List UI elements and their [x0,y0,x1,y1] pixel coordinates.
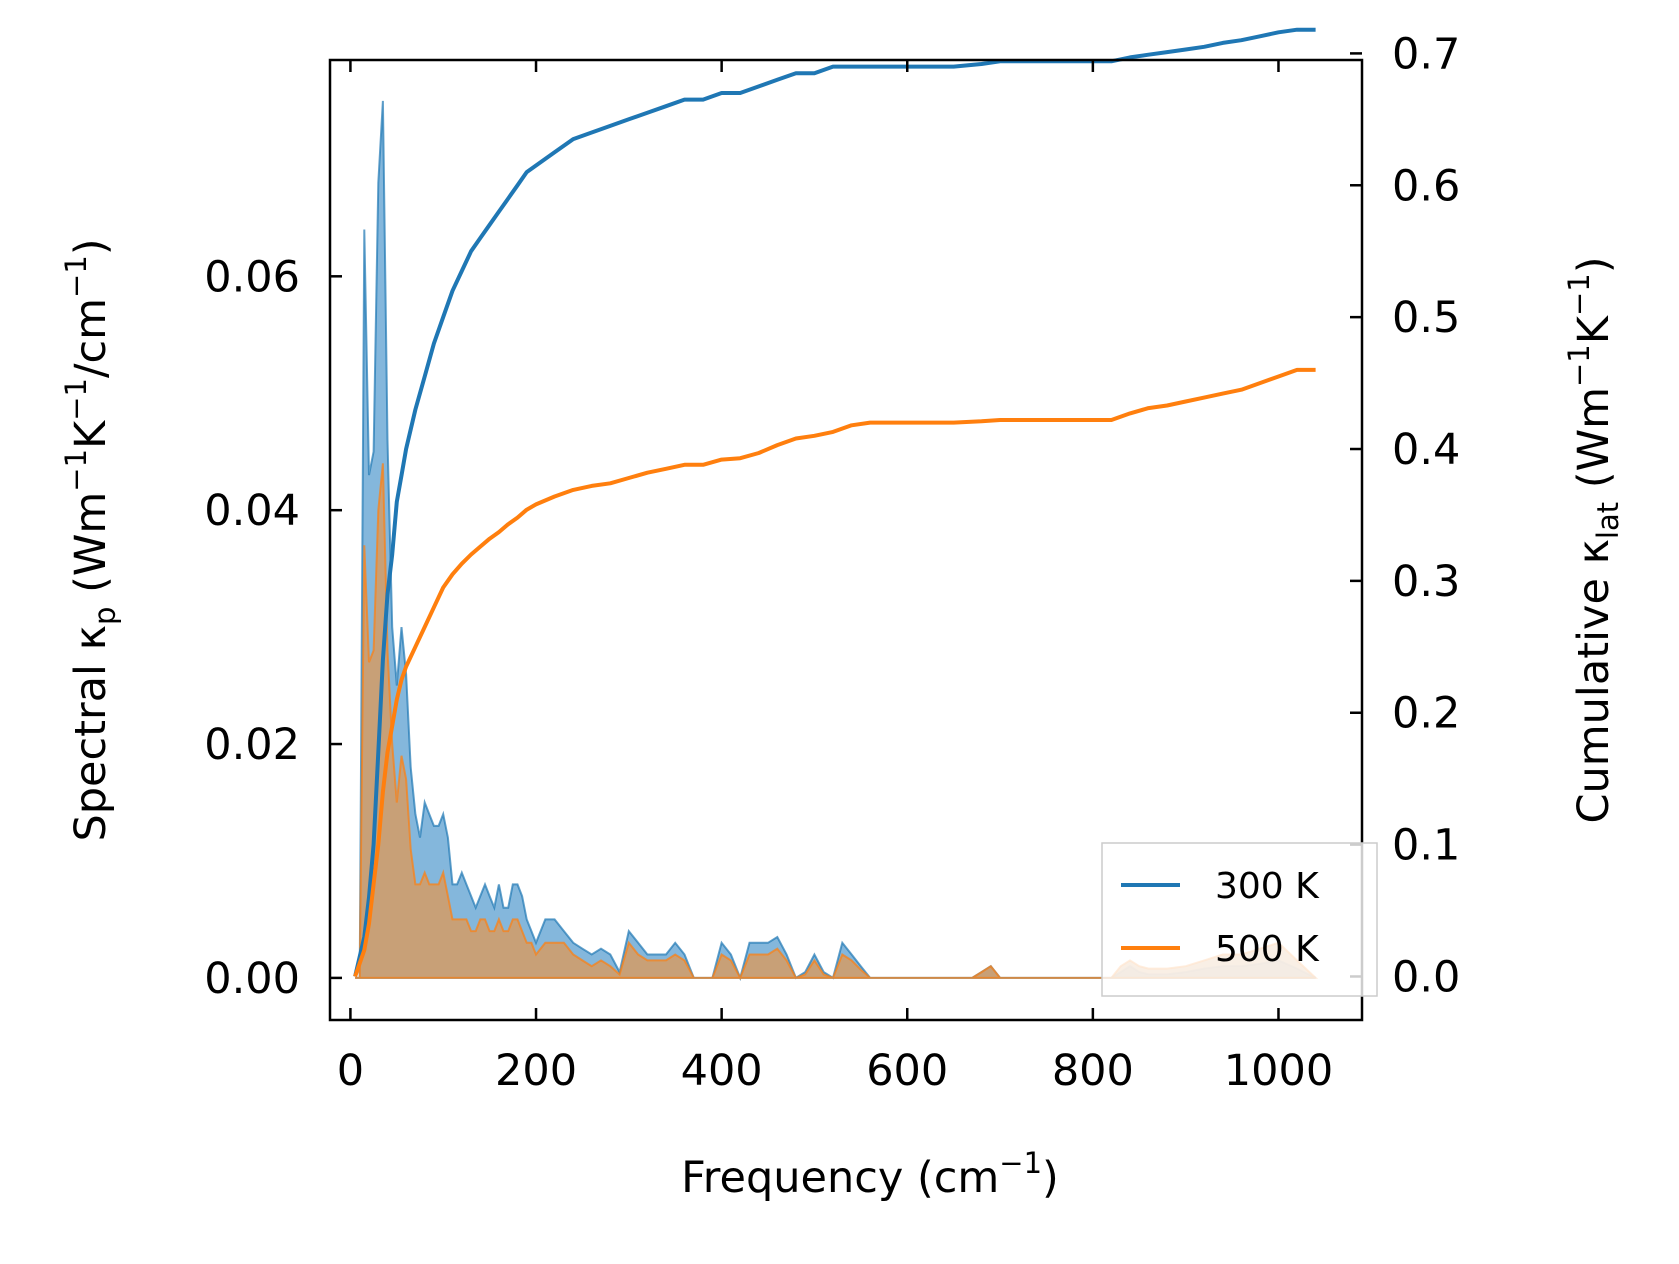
y-right-label-p3: K [1569,314,1619,344]
y-left-label-p1: Spectral κ [66,625,116,842]
y-right-tick-label: 0.3 [1392,557,1460,607]
y-right-tick-label: 0.5 [1392,293,1460,343]
y-right-tick-label: 0.4 [1392,425,1460,475]
y-right-tick-label: 0.6 [1392,161,1460,211]
axis-ticks: 0 200 400 600 800 1000 0.00 0.02 0.04 0.06 0.0 0.1 0… [204,29,1460,1096]
x-tick-label: 400 [681,1046,763,1096]
y-left-axis-label: Spectral κp (Wm−1K−1/cm−1) [59,238,122,841]
y-left-label-sub: p [88,607,122,625]
y-left-tick-label: 0.00 [204,954,300,1004]
y-left-label-sup1: −1 [59,449,93,492]
y-right-label-sub: lat [1591,502,1625,539]
spectral-area-500k [355,463,1319,981]
y-right-axis-label: Cumulative κlat (Wm−1K−1) [1562,257,1625,824]
x-tick-label: 0 [337,1046,364,1096]
y-left-label-p2: (Wm [66,492,116,607]
legend-label-300k: 300 K [1215,866,1320,907]
x-tick-label: 600 [866,1046,948,1096]
y-left-tick-label: 0.04 [204,486,300,536]
y-right-label-p1: Cumulative κ [1569,539,1619,823]
y-left-label-p3: K [66,419,116,449]
legend-box [1101,842,1378,997]
y-left-label-p4: /cm [66,298,116,378]
y-left-label-p5: ) [66,238,116,255]
y-right-label-p4: ) [1569,257,1619,274]
y-right-tick-label: 0.0 [1392,952,1460,1002]
y-left-tick-label: 0.06 [204,252,300,302]
x-axis-label-sup: −1 [999,1146,1042,1180]
y-right-label-p2: (Wm [1569,387,1619,502]
y-left-label-sup2: −1 [59,378,93,421]
y-right-tick-label: 0.1 [1392,821,1460,871]
series-lines [353,27,1316,978]
spectral-fills [355,100,1319,982]
legend: 300 K 500 K [1101,842,1378,997]
plot-frame [328,58,1364,1022]
y-right-tick-label: 0.2 [1392,689,1460,739]
legend-label-500k: 500 K [1215,929,1320,970]
x-axis-label: Frequency (cm−1) [681,1146,1059,1203]
x-axis-label-tail: ) [1042,1153,1059,1203]
y-right-label-sup2: −1 [1562,273,1596,316]
y-left-label-sup3: −1 [59,255,93,298]
cumulative-line-300k [353,27,1316,977]
x-axis-label-main: Frequency (cm [681,1153,999,1203]
y-right-label-sup1: −1 [1562,344,1596,387]
x-tick-label: 800 [1052,1046,1134,1096]
x-tick-label: 200 [495,1046,577,1096]
cumulative-line-500k [353,367,1316,978]
x-tick-label: 1000 [1224,1046,1333,1096]
y-right-tick-label: 0.7 [1392,29,1460,79]
y-left-tick-label: 0.02 [204,720,300,770]
